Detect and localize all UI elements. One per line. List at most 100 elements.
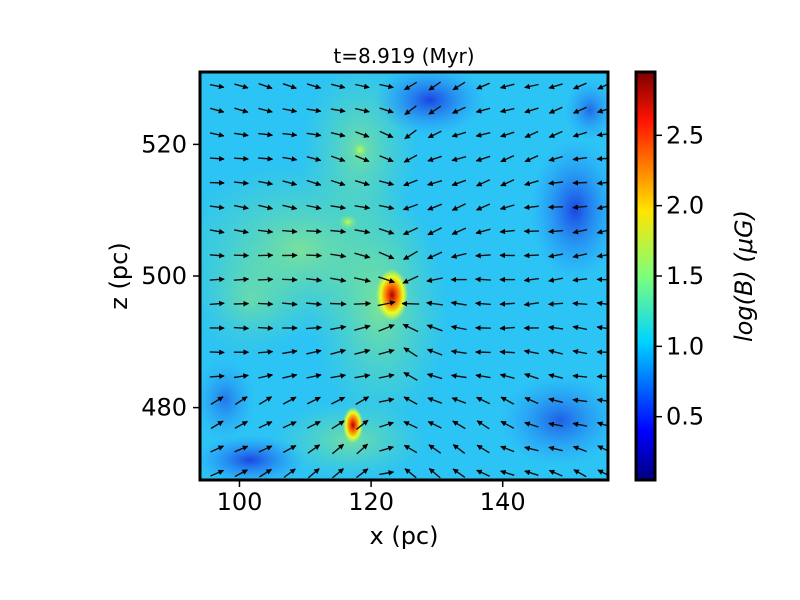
field-arrow (330, 204, 346, 211)
field-arrow (548, 155, 563, 162)
field-arrow (306, 373, 322, 379)
field-arrow (403, 396, 418, 405)
field-arrow (355, 131, 370, 138)
field-arrow (499, 349, 515, 355)
field-arrow (500, 396, 515, 405)
field-arrow (282, 107, 298, 114)
field-arrow (257, 276, 274, 283)
field-vectors (209, 81, 608, 479)
field-arrow (307, 444, 321, 454)
field-arrow (524, 107, 539, 114)
field-arrow (572, 324, 588, 331)
field-arrow (450, 252, 467, 259)
field-arrow (330, 277, 347, 283)
field-arrow (476, 420, 490, 430)
field-arrow (524, 421, 539, 428)
field-arrow (452, 444, 466, 454)
field-arrow (524, 83, 539, 90)
field-arrow (475, 373, 491, 379)
field-arrow (402, 275, 419, 284)
field-arrow (596, 229, 608, 235)
field-arrow (258, 373, 274, 379)
x-tick-label: 100 (217, 488, 263, 516)
field-arrow (234, 396, 248, 406)
field-arrow (475, 132, 491, 138)
field-arrow (209, 252, 225, 259)
field-arrow (596, 108, 608, 114)
field-arrow (378, 373, 395, 379)
field-arrow (596, 180, 608, 186)
x-axis-label: x (pc) (370, 522, 439, 550)
colorbar-tick-label: 2.5 (666, 121, 704, 149)
field-arrow (572, 373, 588, 379)
field-arrow (427, 155, 442, 162)
field-arrow (210, 420, 224, 430)
field-arrow (596, 131, 608, 138)
field-arrow (548, 228, 564, 235)
field-arrow (523, 349, 539, 355)
field-arrow (572, 300, 588, 307)
field-arrow (426, 277, 443, 283)
field-arrow (210, 396, 224, 405)
field-arrow (378, 348, 395, 355)
field-arrow (306, 107, 322, 114)
field-arrow (306, 179, 322, 187)
field-arrow (282, 228, 298, 235)
field-arrow (475, 252, 491, 259)
field-arrow (451, 203, 467, 211)
field-arrow (306, 301, 323, 307)
field-arrow (404, 468, 417, 479)
field-arrow (233, 276, 250, 283)
field-arrow (209, 349, 225, 356)
field-arrow (428, 81, 442, 91)
field-arrow (499, 301, 515, 307)
field-arrow (356, 468, 369, 479)
field-arrow (475, 300, 491, 307)
field-arrow (379, 445, 394, 452)
field-arrow (596, 155, 608, 162)
field-arrow (210, 445, 225, 453)
field-arrow (355, 155, 370, 163)
field-arrow (354, 348, 371, 355)
field-arrow (378, 251, 395, 260)
field-arrow (355, 83, 370, 90)
field-arrow (499, 228, 515, 235)
field-arrow (596, 204, 608, 211)
field-arrow (451, 227, 467, 235)
field-arrow (209, 155, 225, 162)
colorbar-tick-label: 2.0 (666, 192, 704, 220)
field-arrow (476, 444, 490, 454)
field-arrow (500, 131, 515, 138)
field-arrow (233, 325, 250, 331)
field-arrow (450, 300, 467, 307)
field-arrow (403, 371, 418, 381)
field-arrow (548, 301, 564, 307)
x-tick-label: 120 (348, 488, 394, 516)
field-arrow (426, 300, 443, 307)
field-arrow (573, 469, 587, 478)
y-axis-label: z (pc) (105, 242, 133, 309)
field-arrow (258, 396, 273, 405)
field-arrow (354, 324, 371, 331)
field-arrow (500, 445, 515, 453)
field-arrow (234, 469, 248, 478)
field-arrow (306, 348, 322, 355)
field-arrow (330, 396, 346, 405)
field-arrow (548, 106, 563, 114)
field-arrow (596, 252, 608, 259)
field-arrow (428, 467, 441, 479)
field-arrow (572, 204, 588, 210)
field-arrow (234, 131, 249, 138)
field-arrow (500, 469, 515, 476)
field-arrow (331, 443, 345, 455)
field-arrow (597, 445, 608, 452)
field-arrow (330, 348, 347, 355)
field-arrow (402, 323, 419, 333)
field-arrow (379, 107, 394, 114)
field-arrow (404, 105, 417, 116)
field-arrow (548, 324, 564, 331)
field-arrow (426, 348, 443, 356)
field-arrow (306, 83, 322, 90)
field-arrow (282, 180, 298, 187)
field-arrow (209, 83, 225, 90)
